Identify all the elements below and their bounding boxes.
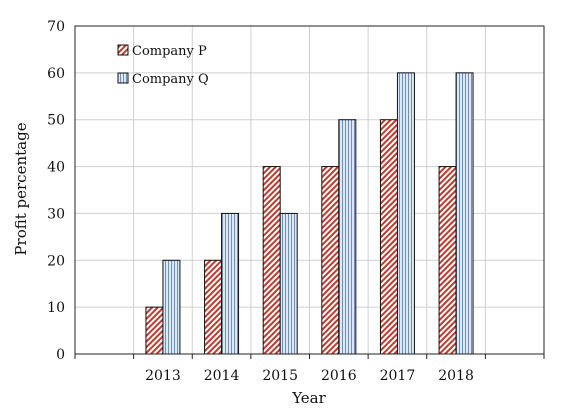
y-tick-label: 0 — [56, 347, 65, 363]
x-tick-label: 2013 — [145, 368, 181, 384]
x-tick-label: 2015 — [262, 368, 298, 384]
y-tick-label: 40 — [47, 160, 65, 176]
legend: Company P Company Q — [117, 44, 209, 87]
bar-company-p-2014 — [204, 259, 223, 355]
y-tick-label: 30 — [47, 206, 65, 222]
legend-label: Company P — [132, 44, 207, 59]
bar-company-q-2016 — [338, 119, 357, 355]
bar-company-p-2018 — [438, 166, 457, 355]
bar-company-p-2015 — [262, 166, 281, 355]
gridlines — [74, 26, 545, 359]
x-tick-labels: 2013 2014 2015 2016 2017 2018 — [145, 368, 474, 384]
bar-company-q-2014 — [221, 212, 240, 355]
y-axis-label: Profit percentage — [12, 122, 30, 255]
legend-swatch — [117, 44, 129, 56]
x-tick-label: 2014 — [204, 368, 240, 384]
bar-company-p-2013 — [145, 306, 164, 355]
x-tick-label: 2018 — [438, 368, 474, 384]
bar-company-q-2015 — [279, 212, 298, 355]
legend-swatch — [117, 72, 129, 84]
bar-company-q-2018 — [455, 72, 474, 355]
bar-company-p-2016 — [321, 166, 340, 355]
plot-frame — [74, 25, 545, 355]
bar-company-q-2017 — [396, 72, 415, 355]
bars — [145, 72, 474, 355]
y-tick-labels: 0 10 20 30 40 50 60 70 — [47, 19, 65, 363]
x-tick-label: 2016 — [321, 368, 357, 384]
bar-company-p-2017 — [379, 119, 398, 355]
y-tick-label: 60 — [47, 66, 65, 82]
y-tick-label: 20 — [47, 253, 65, 269]
x-tick-label: 2017 — [380, 368, 416, 384]
bar-company-q-2013 — [162, 259, 181, 355]
x-axis-label: Year — [291, 389, 326, 407]
legend-label: Company Q — [132, 72, 209, 87]
y-tick-label: 50 — [47, 113, 65, 129]
y-tick-label: 10 — [47, 300, 65, 316]
y-tick-label: 70 — [47, 19, 65, 35]
